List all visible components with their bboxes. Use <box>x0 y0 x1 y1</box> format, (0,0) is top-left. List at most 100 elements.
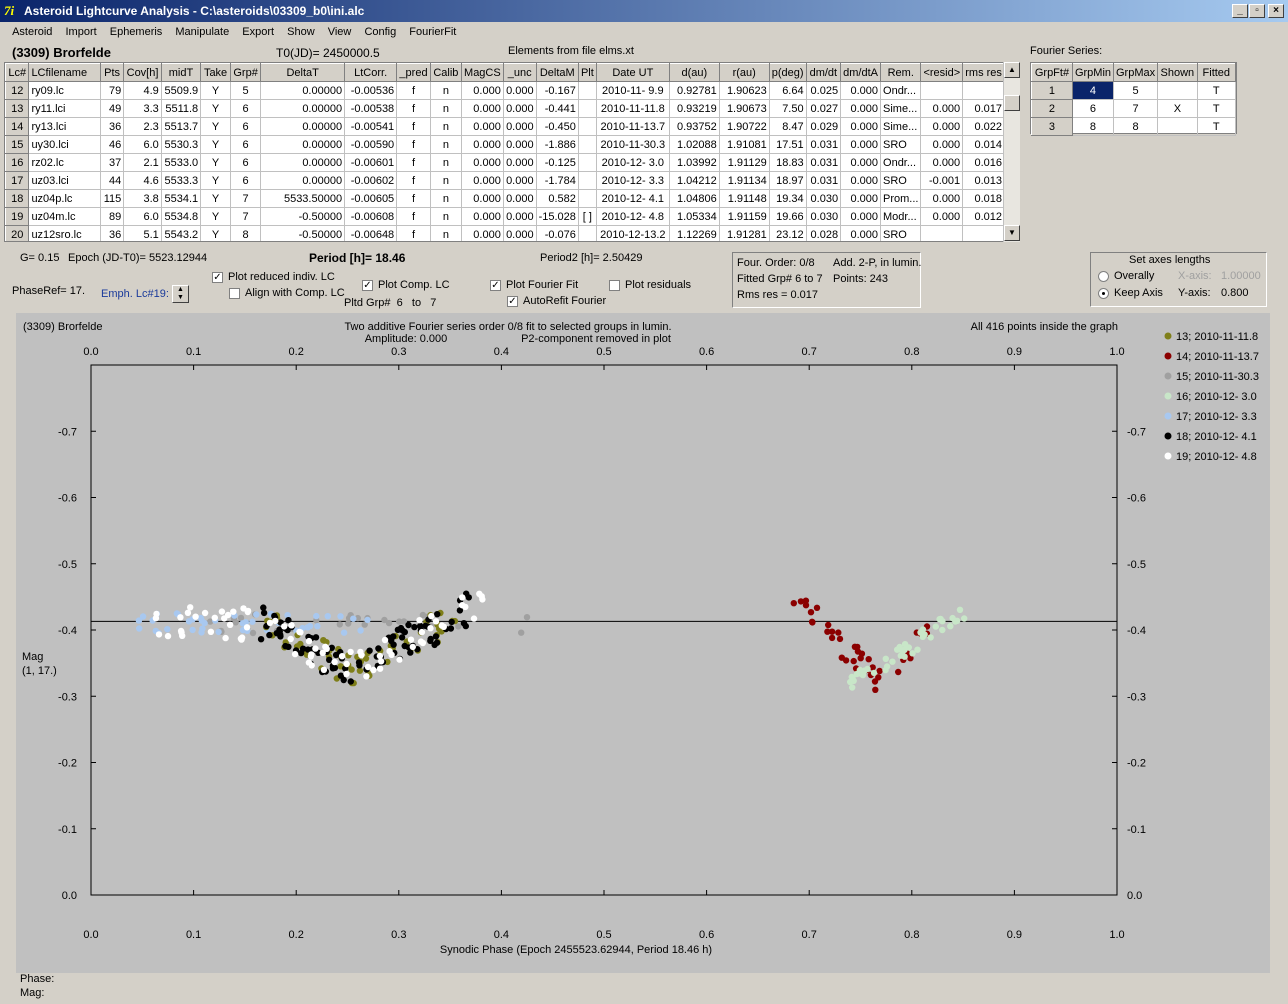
row-header[interactable]: 14 <box>5 117 30 136</box>
table-cell[interactable]: 2010-12- 4.1 <box>595 189 670 208</box>
column-header[interactable]: Grp# <box>229 63 262 82</box>
table-cell[interactable]: 1.04212 <box>668 171 720 190</box>
table-cell[interactable]: 0.000 <box>502 189 537 208</box>
overally-radio[interactable]: Overally <box>1098 270 1154 282</box>
table-cell[interactable] <box>577 153 597 172</box>
column-header[interactable]: Lc# <box>5 63 30 82</box>
maximize-button[interactable]: ▫ <box>1249 4 1265 18</box>
table-cell[interactable]: 5534.1 <box>160 189 202 208</box>
xaxis-value[interactable]: 1.00000 <box>1221 270 1261 282</box>
table-cell[interactable]: 1.90722 <box>718 117 770 136</box>
keep-axis-radio[interactable]: Keep Axis <box>1098 287 1163 299</box>
row-header[interactable]: 18 <box>5 189 30 208</box>
fourier-row-header[interactable]: 2 <box>1031 99 1073 118</box>
period-value[interactable]: Period [h]= 18.46 <box>309 251 406 265</box>
table-cell[interactable]: 5533.0 <box>160 153 202 172</box>
table-cell[interactable]: SRO <box>880 225 922 241</box>
table-cell[interactable]: 0.000 <box>840 189 882 208</box>
fourier-cell[interactable]: 8 <box>1071 117 1115 136</box>
column-header[interactable]: d(au) <box>668 63 720 82</box>
table-cell[interactable]: -0.00608 <box>344 207 398 226</box>
table-cell[interactable]: 1.12269 <box>668 225 720 241</box>
column-header[interactable]: _unc <box>502 63 537 82</box>
yaxis-value[interactable]: 0.800 <box>1221 287 1249 299</box>
table-row[interactable]: 18 uz04p.lc 115 3.8 5534.1 Y 7 5533.50000 -0.006… <box>5 189 1005 208</box>
table-cell[interactable]: 2.1 <box>123 153 162 172</box>
table-cell[interactable]: 0.000 <box>840 207 882 226</box>
table-cell[interactable]: 0.00000 <box>260 135 346 154</box>
table-cell[interactable]: 0.000 <box>460 135 504 154</box>
table-cell[interactable]: f <box>396 207 431 226</box>
table-cell[interactable]: 1.04806 <box>668 189 720 208</box>
table-cell[interactable]: 0.014 <box>962 135 1005 154</box>
table-row[interactable]: 14 ry13.lci 36 2.3 5513.7 Y 6 0.00000 -0.00541 f n… <box>5 117 1005 136</box>
table-cell[interactable]: 0.000 <box>460 153 504 172</box>
column-header[interactable]: Calib <box>429 63 462 82</box>
table-cell[interactable]: 0.92781 <box>668 81 720 100</box>
fourier-cell[interactable]: T <box>1196 117 1237 136</box>
table-cell[interactable]: Y <box>200 153 231 172</box>
table-cell[interactable]: 5533.50000 <box>260 189 346 208</box>
fourier-column-header[interactable]: Fitted <box>1196 63 1237 82</box>
scroll-down-icon[interactable]: ▼ <box>1004 225 1020 241</box>
table-cell[interactable]: SRO <box>880 135 922 154</box>
table-cell[interactable]: 6 <box>229 99 262 118</box>
table-cell[interactable]: 0.93219 <box>668 99 720 118</box>
table-cell[interactable] <box>962 81 1005 100</box>
table-cell[interactable]: 79 <box>99 81 125 100</box>
table-cell[interactable]: 44 <box>99 171 125 190</box>
column-header[interactable]: Pts <box>99 63 125 82</box>
table-cell[interactable]: SRO <box>880 171 922 190</box>
table-cell[interactable]: 7.50 <box>768 99 807 118</box>
table-cell[interactable]: 0.000 <box>460 81 504 100</box>
table-cell[interactable]: 5509.9 <box>160 81 202 100</box>
table-cell[interactable]: 0.031 <box>805 153 842 172</box>
table-cell[interactable]: Modr... <box>880 207 922 226</box>
table-cell[interactable]: Y <box>200 117 231 136</box>
pltd-grp-control[interactable]: Pltd Grp# 6 to 7 <box>344 297 436 309</box>
table-cell[interactable]: Y <box>200 99 231 118</box>
table-cell[interactable]: 0.000 <box>840 81 882 100</box>
table-cell[interactable]: ry09.lc <box>28 81 101 100</box>
table-cell[interactable]: 0.000 <box>840 225 882 241</box>
fourier-cell[interactable]: 7 <box>1112 99 1159 118</box>
table-cell[interactable]: -0.00536 <box>344 81 398 100</box>
table-cell[interactable]: 0.582 <box>535 189 579 208</box>
table-cell[interactable]: -1.886 <box>535 135 579 154</box>
column-header[interactable]: LtCorr. <box>344 63 398 82</box>
table-cell[interactable]: 0.000 <box>920 135 964 154</box>
table-cell[interactable]: n <box>429 117 462 136</box>
table-cell[interactable]: 6 <box>229 117 262 136</box>
menu-manipulate[interactable]: Manipulate <box>175 26 230 38</box>
row-header[interactable]: 17 <box>5 171 30 190</box>
menu-show[interactable]: Show <box>287 26 315 38</box>
column-header[interactable]: dm/dtA <box>840 63 882 82</box>
column-header[interactable]: r(au) <box>718 63 770 82</box>
table-cell[interactable]: 6 <box>229 135 262 154</box>
fourier-column-header[interactable]: GrpMax <box>1112 63 1159 82</box>
table-cell[interactable] <box>920 225 964 241</box>
table-cell[interactable]: uz04p.lc <box>28 189 101 208</box>
table-cell[interactable]: 8 <box>229 225 262 241</box>
row-header[interactable]: 15 <box>5 135 30 154</box>
fourier-row-header[interactable]: 1 <box>1031 81 1073 100</box>
menu-export[interactable]: Export <box>242 26 275 38</box>
table-cell[interactable] <box>577 99 597 118</box>
table-cell[interactable]: 1.91081 <box>718 135 770 154</box>
close-button[interactable]: × <box>1268 4 1284 18</box>
table-cell[interactable]: 5 <box>229 81 262 100</box>
table-cell[interactable]: f <box>396 135 431 154</box>
menu-asteroid[interactable]: Asteroid <box>12 26 53 38</box>
table-row[interactable]: 12 ry09.lc 79 4.9 5509.9 Y 5 0.00000 -0.00536 f n 0… <box>5 81 1005 100</box>
table-cell[interactable]: 1.91281 <box>718 225 770 241</box>
table-cell[interactable]: -0.50000 <box>260 225 346 241</box>
table-cell[interactable]: -0.167 <box>535 81 579 100</box>
table-cell[interactable] <box>962 225 1005 241</box>
row-header[interactable]: 12 <box>5 81 30 100</box>
table-cell[interactable]: 0.000 <box>840 99 882 118</box>
table-cell[interactable]: 8.47 <box>768 117 807 136</box>
table-cell[interactable]: -0.00648 <box>344 225 398 241</box>
fourier-cell[interactable]: T <box>1196 99 1237 118</box>
